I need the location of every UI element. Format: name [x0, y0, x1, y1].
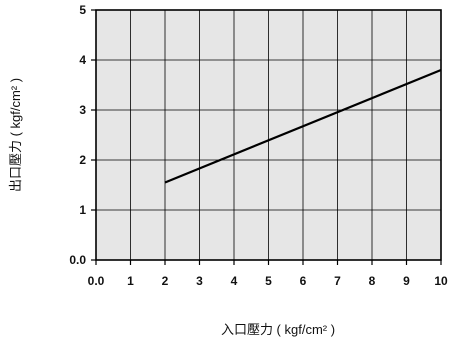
x-tick-label: 0.0 [88, 274, 105, 288]
y-tick-label: 0.0 [69, 253, 86, 267]
x-tick-label: 4 [231, 274, 238, 288]
x-tick-label: 2 [162, 274, 169, 288]
grid-lines [91, 9, 442, 265]
y-tick-labels: 0.0 1 2 3 4 5 [69, 3, 86, 267]
series-line-0 [164, 68, 442, 184]
x-tick-label: 8 [369, 274, 376, 288]
y-tick-label: 1 [79, 203, 86, 217]
x-tick-label: 3 [196, 274, 203, 288]
x-axis-title: 入口壓力 ( kgf/cm² ) [221, 322, 335, 337]
y-tick-label: 4 [79, 53, 86, 67]
x-tick-label: 9 [403, 274, 410, 288]
y-tick-label: 2 [79, 153, 86, 167]
x-tick-label: 1 [127, 274, 134, 288]
data-series [164, 68, 442, 184]
x-tick-label: 6 [300, 274, 307, 288]
plot-frame [95, 9, 442, 261]
x-tick-label: 7 [334, 274, 341, 288]
y-tick-label: 5 [79, 3, 86, 17]
x-tick-label: 5 [265, 274, 272, 288]
y-axis-title: 出口壓力 ( kgf/cm² ) [8, 78, 23, 192]
x-tick-label: 10 [434, 274, 448, 288]
x-tick-labels: 0.0 1 2 3 4 5 6 7 8 9 10 [88, 274, 448, 288]
y-tick-label: 3 [79, 103, 86, 117]
